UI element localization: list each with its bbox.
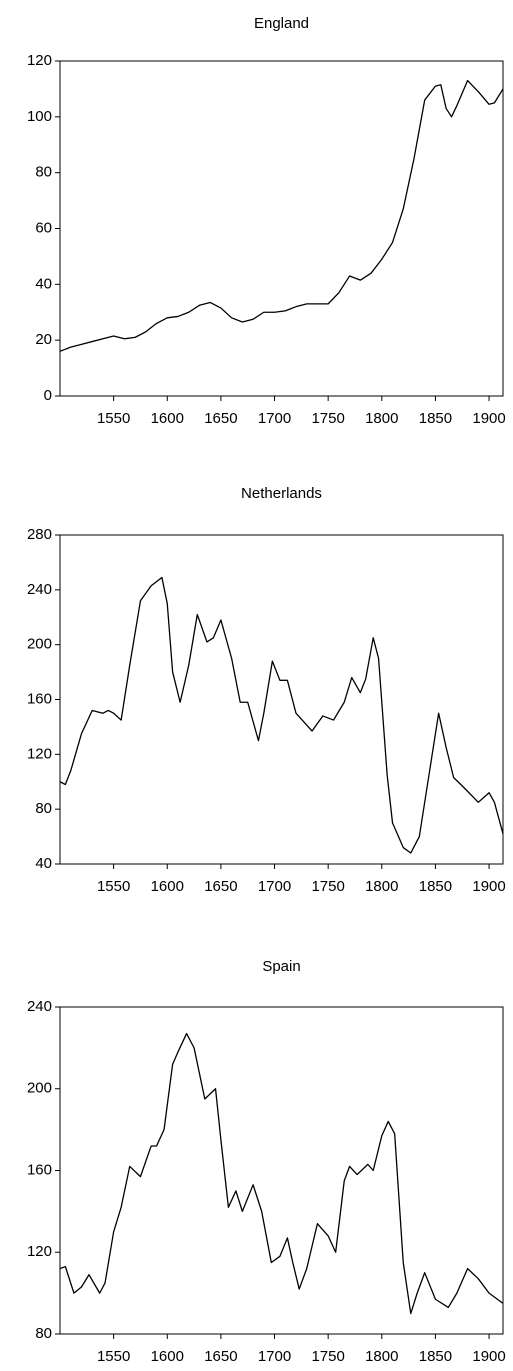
x-tick-label: 1850	[419, 410, 452, 427]
x-tick-label: 1650	[204, 878, 237, 895]
x-tick-label: 1850	[419, 1348, 452, 1365]
x-tick-label: 1750	[311, 1348, 344, 1365]
line-series	[59, 79, 504, 352]
x-tick-label: 1600	[151, 410, 184, 427]
x-tick-label: 1800	[365, 1348, 398, 1365]
y-tick-label: 160	[27, 690, 52, 707]
x-tick-label: 1800	[365, 410, 398, 427]
x-tick-label: 1700	[258, 1348, 291, 1365]
x-tick-label: 1900	[472, 878, 505, 895]
y-tick-label: 240	[27, 998, 52, 1015]
y-tick-label: 80	[35, 800, 52, 817]
y-tick-label: 280	[27, 526, 52, 543]
y-tick-label: 120	[27, 52, 52, 69]
x-tick-label: 1650	[204, 1348, 237, 1365]
x-tick-label: 1750	[311, 878, 344, 895]
x-tick-label: 1700	[258, 410, 291, 427]
chart-title: Spain	[262, 958, 300, 975]
plot-frame	[59, 1006, 504, 1335]
y-tick-label: 120	[27, 1243, 52, 1260]
x-tick-label: 1850	[419, 878, 452, 895]
y-tick-label: 100	[27, 108, 52, 125]
y-tick-label: 40	[35, 855, 52, 872]
y-tick-label: 200	[27, 636, 52, 653]
x-tick-label: 1900	[472, 1348, 505, 1365]
y-tick-label: 240	[27, 581, 52, 598]
y-tick-label: 200	[27, 1080, 52, 1097]
line-series	[59, 1032, 504, 1315]
y-tick-label: 20	[35, 331, 52, 348]
y-tick-label: 80	[35, 164, 52, 181]
line-series	[59, 576, 504, 854]
x-tick-label: 1650	[204, 410, 237, 427]
x-tick-label: 1550	[97, 410, 130, 427]
y-tick-label: 160	[27, 1161, 52, 1178]
x-tick-label: 1700	[258, 878, 291, 895]
x-tick-label: 1550	[97, 1348, 130, 1365]
x-tick-label: 1550	[97, 878, 130, 895]
y-tick-label: 80	[35, 1325, 52, 1342]
y-tick-label: 60	[35, 219, 52, 236]
chart-title: Netherlands	[241, 485, 322, 502]
y-tick-label: 0	[44, 387, 52, 404]
plot-frame	[59, 60, 504, 397]
x-tick-label: 1600	[151, 1348, 184, 1365]
chart-title: England	[254, 15, 309, 32]
plot-frame	[59, 534, 504, 865]
x-tick-label: 1600	[151, 878, 184, 895]
x-tick-label: 1800	[365, 878, 398, 895]
y-tick-label: 120	[27, 745, 52, 762]
y-tick-label: 40	[35, 275, 52, 292]
x-tick-label: 1900	[472, 410, 505, 427]
x-tick-label: 1750	[311, 410, 344, 427]
